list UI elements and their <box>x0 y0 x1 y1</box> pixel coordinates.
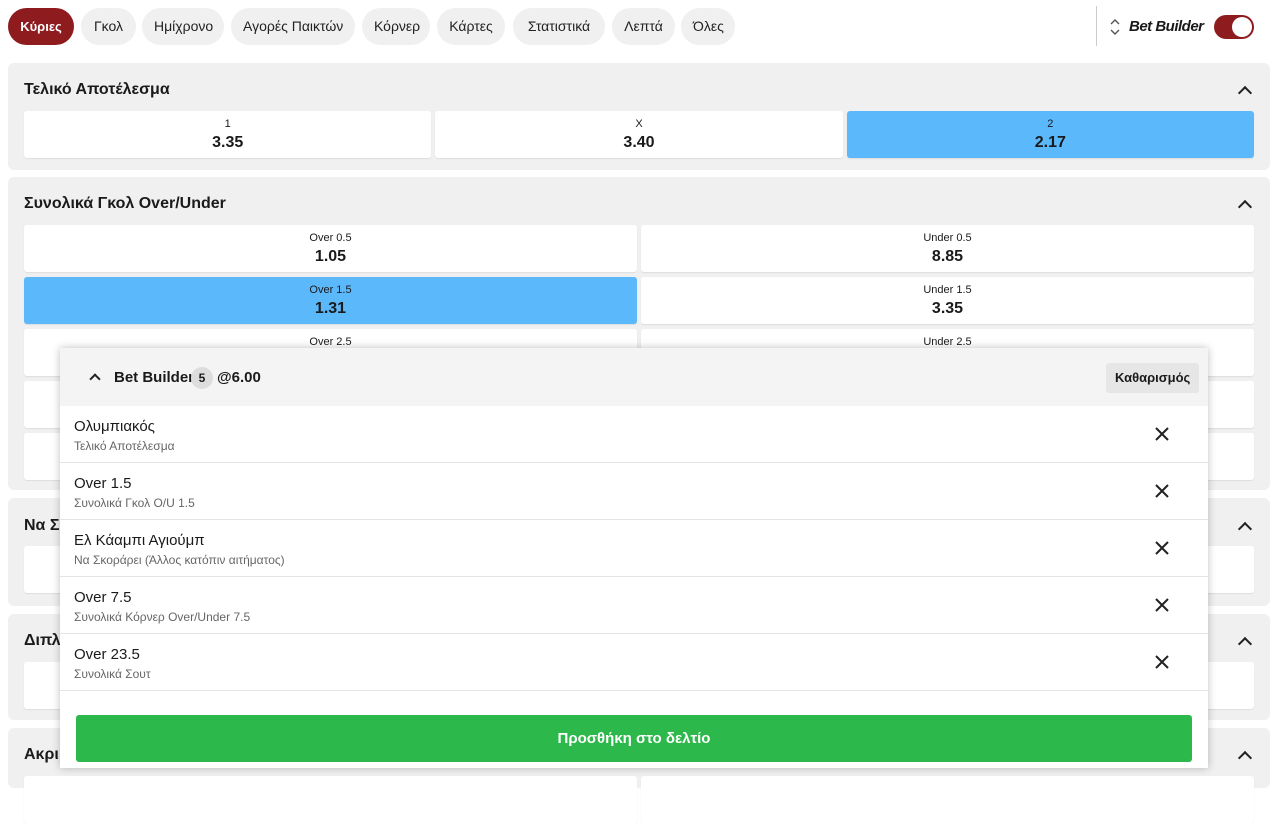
clear-button[interactable]: Καθαρισμός <box>1106 363 1200 393</box>
market-title: Ακρι <box>24 746 59 763</box>
bet-builder-header: Bet Builder 5 @6.00 Καθαρισμός <box>60 348 1208 406</box>
odds-button[interactable] <box>24 776 637 823</box>
remove-icon[interactable] <box>1154 540 1170 556</box>
outcome-label: Under 1.5 <box>923 284 972 296</box>
sort-icon[interactable] <box>1110 17 1120 37</box>
selection-name: Ελ Κάαμπι Αγιούμπ <box>74 532 205 549</box>
market-title: Τελικό Αποτέλεσμα <box>24 81 170 98</box>
collapse-icon[interactable] <box>1237 521 1253 537</box>
selection-name: Ολυμπιακός <box>74 418 155 435</box>
odds-value: 2.17 <box>1034 134 1066 151</box>
odds-value: 1.05 <box>314 248 347 265</box>
divider <box>1096 6 1097 46</box>
tab[interactable]: Όλες <box>681 8 735 45</box>
selection-name: Over 1.5 <box>74 475 132 492</box>
tab[interactable]: Λεπτά <box>612 8 675 45</box>
selection-row: Over 7.5 Συνολικά Κόρνερ Over/Under 7.5 <box>60 577 1208 634</box>
outcome-label: Under 0.5 <box>923 232 972 244</box>
page: Κύριες Γκολ Ημίχρονο Αγορές Παικτών Κόρνερ Κά… <box>8 6 1270 788</box>
outcome-label: X <box>635 118 643 130</box>
odds-value: 3.35 <box>931 300 964 317</box>
bet-builder-toggle[interactable] <box>1214 15 1254 39</box>
selection-market: Συνολικά Σουτ <box>74 667 151 681</box>
selection-count: 5 <box>191 367 213 389</box>
selection-name: Over 7.5 <box>74 589 132 606</box>
odds-button[interactable]: Over 0.5 1.05 <box>24 225 637 272</box>
tab[interactable]: Κάρτες <box>437 8 505 45</box>
selection-row: Ελ Κάαμπι Αγιούμπ Να Σκοράρει (Άλλος κατό… <box>60 520 1208 577</box>
collapse-icon[interactable] <box>1237 199 1253 215</box>
odds-button[interactable]: Over 1.5 1.31 <box>24 277 637 324</box>
odds-button[interactable]: Under 1.5 3.35 <box>641 277 1254 324</box>
add-to-slip-button[interactable]: Προσθήκη στο δελτίο <box>76 715 1192 762</box>
selection-name: Over 23.5 <box>74 646 140 663</box>
market-title: Να Σ <box>24 517 60 534</box>
remove-icon[interactable] <box>1154 654 1170 670</box>
outcome-label: Over 2.5 <box>309 336 352 348</box>
outcome-label: 1 <box>224 118 231 130</box>
remove-icon[interactable] <box>1154 597 1170 613</box>
selection-market: Συνολικά Γκολ O/U 1.5 <box>74 496 195 510</box>
selection-row: Ολυμπιακός Τελικό Αποτέλεσμα <box>60 406 1208 463</box>
outcome-label: 2 <box>1047 118 1054 130</box>
odds-value: 1.31 <box>314 300 347 317</box>
odds-button[interactable]: X 3.40 <box>435 111 843 158</box>
selection-market: Συνολικά Κόρνερ Over/Under 7.5 <box>74 610 251 624</box>
market-title: Συνολικά Γκολ Over/Under <box>24 195 226 212</box>
tab[interactable]: Κόρνερ <box>362 8 430 45</box>
odds-button[interactable]: 2 2.17 <box>846 111 1254 158</box>
collapse-icon[interactable] <box>1237 636 1253 652</box>
odds-value: 8.85 <box>931 248 964 265</box>
tab[interactable]: Ημίχρονο <box>142 8 224 45</box>
tab[interactable]: Κύριες <box>8 8 74 45</box>
outcome-label: Over 1.5 <box>309 284 352 296</box>
selection-market: Να Σκοράρει (Άλλος κατόπιν αιτήματος) <box>74 553 285 567</box>
market-panel: Τελικό Αποτέλεσμα 1 3.35 X 3.40 2 2.17 <box>8 63 1270 170</box>
remove-icon[interactable] <box>1154 483 1170 499</box>
selection-market: Τελικό Αποτέλεσμα <box>74 439 175 453</box>
market-title: Διπλ <box>24 632 61 649</box>
odds-value: 3.40 <box>623 134 655 151</box>
tab[interactable]: Γκολ <box>81 8 136 45</box>
bet-builder-label: Bet Builder <box>1129 18 1204 35</box>
selection-row: Over 23.5 Συνολικά Σουτ <box>60 634 1208 691</box>
bet-builder-panel: Bet Builder 5 @6.00 Καθαρισμός Ολυμπιακό… <box>60 348 1208 768</box>
odds-button[interactable] <box>641 776 1254 823</box>
odds-button[interactable]: Under 0.5 8.85 <box>641 225 1254 272</box>
collapse-icon[interactable] <box>89 373 101 385</box>
tab[interactable]: Αγορές Παικτών <box>231 8 355 45</box>
tab[interactable]: Στατιστικά <box>513 8 605 45</box>
outcome-label: Under 2.5 <box>923 336 972 348</box>
total-odds: @6.00 <box>217 369 261 386</box>
selection-row: Over 1.5 Συνολικά Γκολ O/U 1.5 <box>60 463 1208 520</box>
odds-button[interactable]: 1 3.35 <box>24 111 432 158</box>
collapse-icon[interactable] <box>1237 85 1253 101</box>
remove-icon[interactable] <box>1154 426 1170 442</box>
odds-value: 3.35 <box>212 134 244 151</box>
outcome-label: Over 0.5 <box>309 232 352 244</box>
collapse-icon[interactable] <box>1237 750 1253 766</box>
bet-builder-title: Bet Builder <box>114 369 195 386</box>
